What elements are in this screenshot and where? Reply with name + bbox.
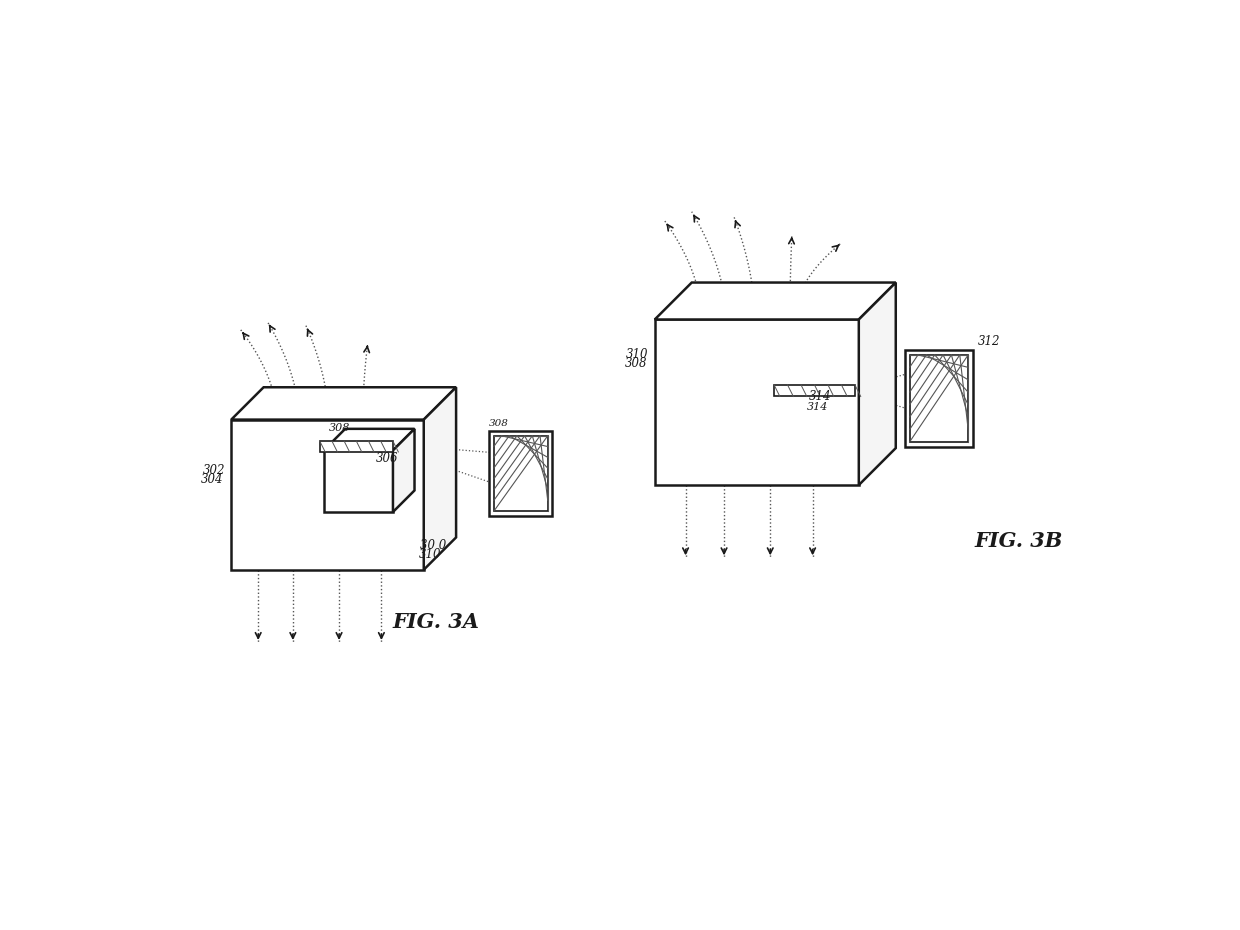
Text: FIG. 3B: FIG. 3B (975, 531, 1063, 551)
Text: 302: 302 (203, 463, 226, 476)
Polygon shape (655, 320, 859, 485)
Text: FIG. 3A: FIG. 3A (393, 612, 480, 631)
Text: 304: 304 (201, 472, 223, 485)
Text: 310: 310 (626, 348, 649, 361)
Text: 308: 308 (329, 423, 351, 433)
Text: 312: 312 (978, 335, 1001, 348)
Polygon shape (490, 432, 552, 516)
Polygon shape (231, 387, 456, 419)
Text: 308: 308 (625, 357, 647, 370)
Polygon shape (324, 429, 414, 450)
Text: 306: 306 (376, 452, 398, 465)
Polygon shape (774, 385, 854, 396)
Polygon shape (494, 436, 548, 512)
Polygon shape (424, 387, 456, 570)
Text: 308: 308 (490, 418, 510, 428)
Polygon shape (393, 429, 414, 512)
Polygon shape (320, 441, 393, 452)
Polygon shape (859, 283, 895, 485)
Text: 314: 314 (807, 402, 828, 412)
Polygon shape (324, 450, 393, 512)
Text: 30 0: 30 0 (420, 539, 446, 552)
Text: 314: 314 (808, 391, 831, 404)
Polygon shape (910, 355, 968, 442)
Polygon shape (655, 283, 895, 320)
Text: 310: 310 (418, 548, 441, 561)
Polygon shape (905, 351, 972, 446)
Polygon shape (231, 419, 424, 570)
